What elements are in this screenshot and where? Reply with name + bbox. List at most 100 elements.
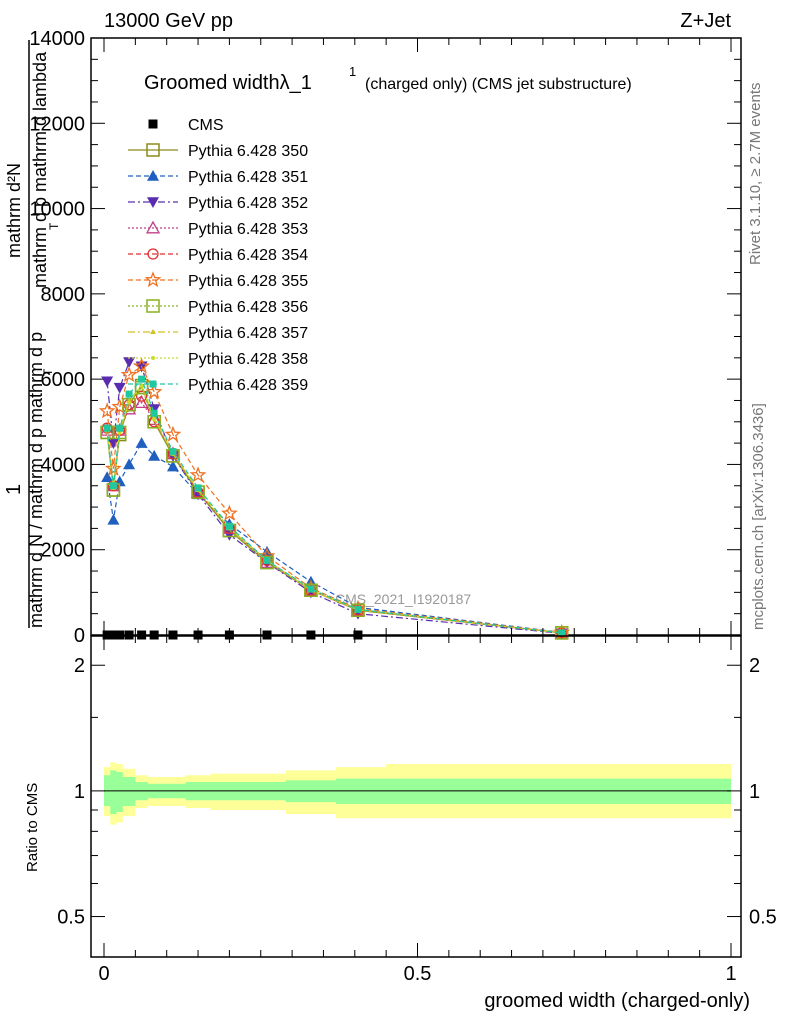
legend-entry: CMS: [148, 117, 224, 134]
data-point: [151, 414, 158, 420]
data-point: [152, 417, 157, 422]
legend-entry: Pythia 6.428 357: [128, 325, 308, 342]
data-point: [225, 522, 233, 530]
legend-marker: [149, 380, 157, 388]
data-point: [148, 449, 161, 461]
legend-marker: [147, 170, 159, 181]
data-point: [262, 630, 272, 640]
series-351: [101, 437, 568, 638]
ratio-plot-frame: [90, 635, 742, 958]
y-tick-label: 12000: [29, 113, 85, 135]
data-point: [124, 630, 134, 640]
main-y-axis-label: 1 mathrm d N / mathrm d p mathrm d p mat…: [3, 40, 61, 628]
ratio-y-tick-label: 2: [74, 655, 85, 677]
data-point: [105, 459, 122, 476]
legend-label: Pythia 6.428 353: [188, 221, 308, 238]
legend-label: Pythia 6.428 356: [188, 299, 308, 316]
ylabel-subscript-t2: T: [47, 222, 61, 230]
main-series-group: [98, 357, 571, 640]
data-point: [101, 471, 114, 483]
data-point: [138, 375, 146, 383]
data-point: [107, 513, 120, 525]
data-point: [169, 448, 177, 456]
legend-marker: [146, 299, 160, 313]
data-point: [145, 383, 163, 400]
data-point: [126, 397, 133, 403]
y-tick-label: 14000: [29, 28, 85, 50]
data-point: [133, 357, 150, 374]
ratio-y-axis: 0.5 0.5 1 1 2 2: [57, 655, 777, 928]
data-point: [353, 630, 363, 640]
rivet-version-label: Rivet 3.1.10, ≥ 2.7M events: [747, 83, 764, 266]
data-point: [108, 630, 118, 640]
data-point: [137, 630, 147, 640]
legend-marker: [146, 143, 160, 157]
main-y-axis: 0 2000 4000 6000 8000 10000 12000 14000: [29, 28, 741, 647]
ratio-frame-border: [90, 635, 742, 958]
y-tick-label: 2000: [41, 540, 86, 562]
x-tick-label: 0.5: [404, 963, 432, 985]
data-point: [189, 466, 207, 483]
legend-entry: Pythia 6.428 355: [128, 271, 308, 290]
x-axis: 0 0.5 1: [98, 38, 737, 985]
data-point: [109, 482, 117, 490]
ylabel-numerator: mathrm d²N: [4, 163, 24, 258]
legend-label: Pythia 6.428 358: [188, 351, 308, 368]
data-point: [107, 438, 120, 450]
data-point: [135, 390, 148, 402]
legend-label: Pythia 6.428 352: [188, 195, 308, 212]
plot-title-main: Groomed widthλ_1: [144, 72, 312, 94]
data-point: [123, 357, 136, 369]
data-point: [147, 412, 162, 426]
plot-title-rest: (charged only) (CMS jet substructure): [365, 76, 632, 93]
legend-marker: [148, 119, 158, 129]
legend-label: Pythia 6.428 354: [188, 247, 308, 264]
legend-entry: Pythia 6.428 350: [128, 143, 308, 160]
ratio-y-tick-label: 0.5: [57, 907, 85, 929]
data-point: [166, 460, 179, 472]
legend-entry: Pythia 6.428 354: [128, 247, 308, 264]
data-point: [558, 629, 566, 637]
data-point: [164, 425, 182, 442]
plot-title-superscript: 1: [349, 64, 356, 79]
data-point: [115, 630, 125, 640]
data-point: [307, 585, 315, 593]
data-point: [101, 376, 114, 388]
y-tick-label: 4000: [41, 454, 86, 476]
ylabel-subscript-t1: T: [41, 368, 55, 376]
data-point: [194, 484, 202, 492]
x-tick-label: 0: [98, 963, 109, 985]
legend-entry: Pythia 6.428 351: [128, 169, 308, 186]
ratio-y-tick-label-right: 1: [749, 781, 760, 803]
data-point: [221, 504, 238, 521]
mcplots-label: mcplots.cern.ch [arXiv:1306.3436]: [750, 403, 767, 630]
legend-marker: [150, 329, 156, 334]
legend-entry: Pythia 6.428 352: [128, 195, 308, 212]
ratio-band-inner: [104, 770, 731, 815]
legend: CMS Pythia 6.428 350 Pythia 6.428 351 Pythi…: [128, 117, 308, 394]
data-point: [150, 409, 158, 417]
legend-entry: Pythia 6.428 353: [128, 220, 308, 238]
series-356: [100, 380, 569, 640]
legend-marker: [151, 356, 155, 360]
data-point: [263, 556, 271, 564]
legend-label: Pythia 6.428 355: [188, 273, 308, 290]
data-point: [168, 630, 178, 640]
data-point: [102, 630, 112, 640]
legend-label: Pythia 6.428 357: [188, 325, 308, 342]
data-point: [135, 437, 148, 448]
series-359: [103, 375, 566, 637]
legend-label: CMS: [188, 117, 224, 134]
ylabel-numerator-denominator: mathrm d p mathrm d lambda: [30, 51, 50, 288]
legend-marker: [144, 271, 162, 288]
plot-title: Groomed widthλ_1: [144, 72, 312, 94]
analysis-watermark: CMS_2021_I1920187: [335, 591, 471, 607]
header-energy-label: 13000 GeV pp: [104, 10, 233, 32]
y-tick-label: 10000: [29, 199, 85, 221]
data-point: [120, 366, 138, 383]
data-point: [103, 424, 111, 432]
data-point: [554, 626, 569, 640]
data-point: [306, 630, 316, 640]
data-point: [304, 583, 318, 597]
legend-label: Pythia 6.428 351: [188, 169, 308, 186]
